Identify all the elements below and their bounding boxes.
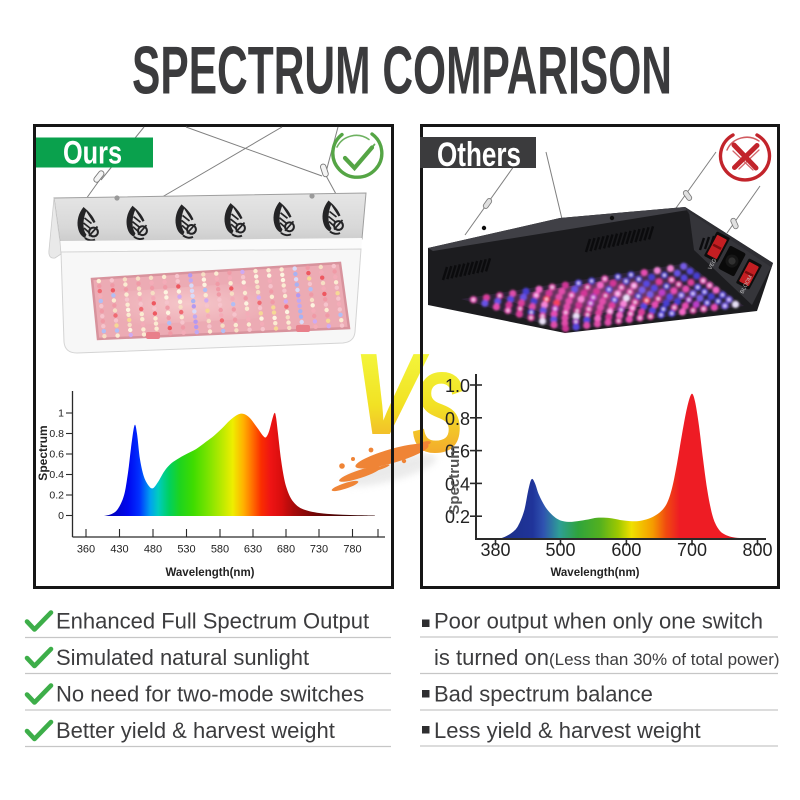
svg-text:0: 0 [58,510,64,522]
svg-text:0.6: 0.6 [49,449,64,461]
svg-text:800: 800 [742,540,772,560]
svg-text:0.6: 0.6 [445,442,470,462]
svg-text:Bad spectrum balance: Bad spectrum balance [434,682,653,707]
svg-text:530: 530 [177,544,195,556]
svg-text:0.4: 0.4 [445,474,470,494]
svg-text:is turned on(Less than 30% of: is turned on(Less than 30% of total powe… [434,645,780,670]
svg-text:Less yield & harvest weight: Less yield & harvest weight [434,718,701,743]
svg-text:360: 360 [77,544,95,556]
svg-text:380: 380 [480,540,510,560]
svg-text:Spectrum: Spectrum [36,425,50,480]
svg-text:0.2: 0.2 [445,507,470,527]
svg-text:1: 1 [58,408,64,420]
svg-text:0.4: 0.4 [49,469,64,481]
svg-text:Better yield & harvest weight: Better yield & harvest weight [56,718,335,743]
svg-text:500: 500 [545,540,575,560]
svg-text:V: V [352,329,430,459]
svg-text:Spectrum: Spectrum [446,445,463,514]
svg-text:0.8: 0.8 [445,409,470,429]
svg-text:VEG: VEG [707,258,718,271]
svg-text:780: 780 [343,544,361,556]
svg-text:630: 630 [244,544,262,556]
svg-text:Enhanced Full Spectrum Output: Enhanced Full Spectrum Output [56,609,369,634]
svg-text:680: 680 [277,544,295,556]
svg-text:700: 700 [677,540,707,560]
svg-text:580: 580 [211,544,229,556]
svg-text:0.8: 0.8 [49,428,64,440]
svg-text:No need for two-mode switches: No need for two-mode switches [56,682,364,707]
svg-text:Simulated natural sunlight: Simulated natural sunlight [56,645,309,670]
svg-text:Wavelength(nm): Wavelength(nm) [550,567,639,579]
svg-text:0.2: 0.2 [49,490,64,502]
svg-text:Wavelength(nm): Wavelength(nm) [165,567,254,579]
svg-text:Ours: Ours [63,135,122,171]
svg-text:Others: Others [437,136,521,174]
svg-text:480: 480 [144,544,162,556]
svg-text:600: 600 [611,540,641,560]
svg-text:730: 730 [310,544,328,556]
svg-text:430: 430 [110,544,128,556]
svg-text:SPECTRUM COMPARISON: SPECTRUM COMPARISON [132,33,672,109]
svg-text:Poor output when only one swit: Poor output when only one switch [434,609,763,634]
svg-text:1.0: 1.0 [445,376,470,396]
